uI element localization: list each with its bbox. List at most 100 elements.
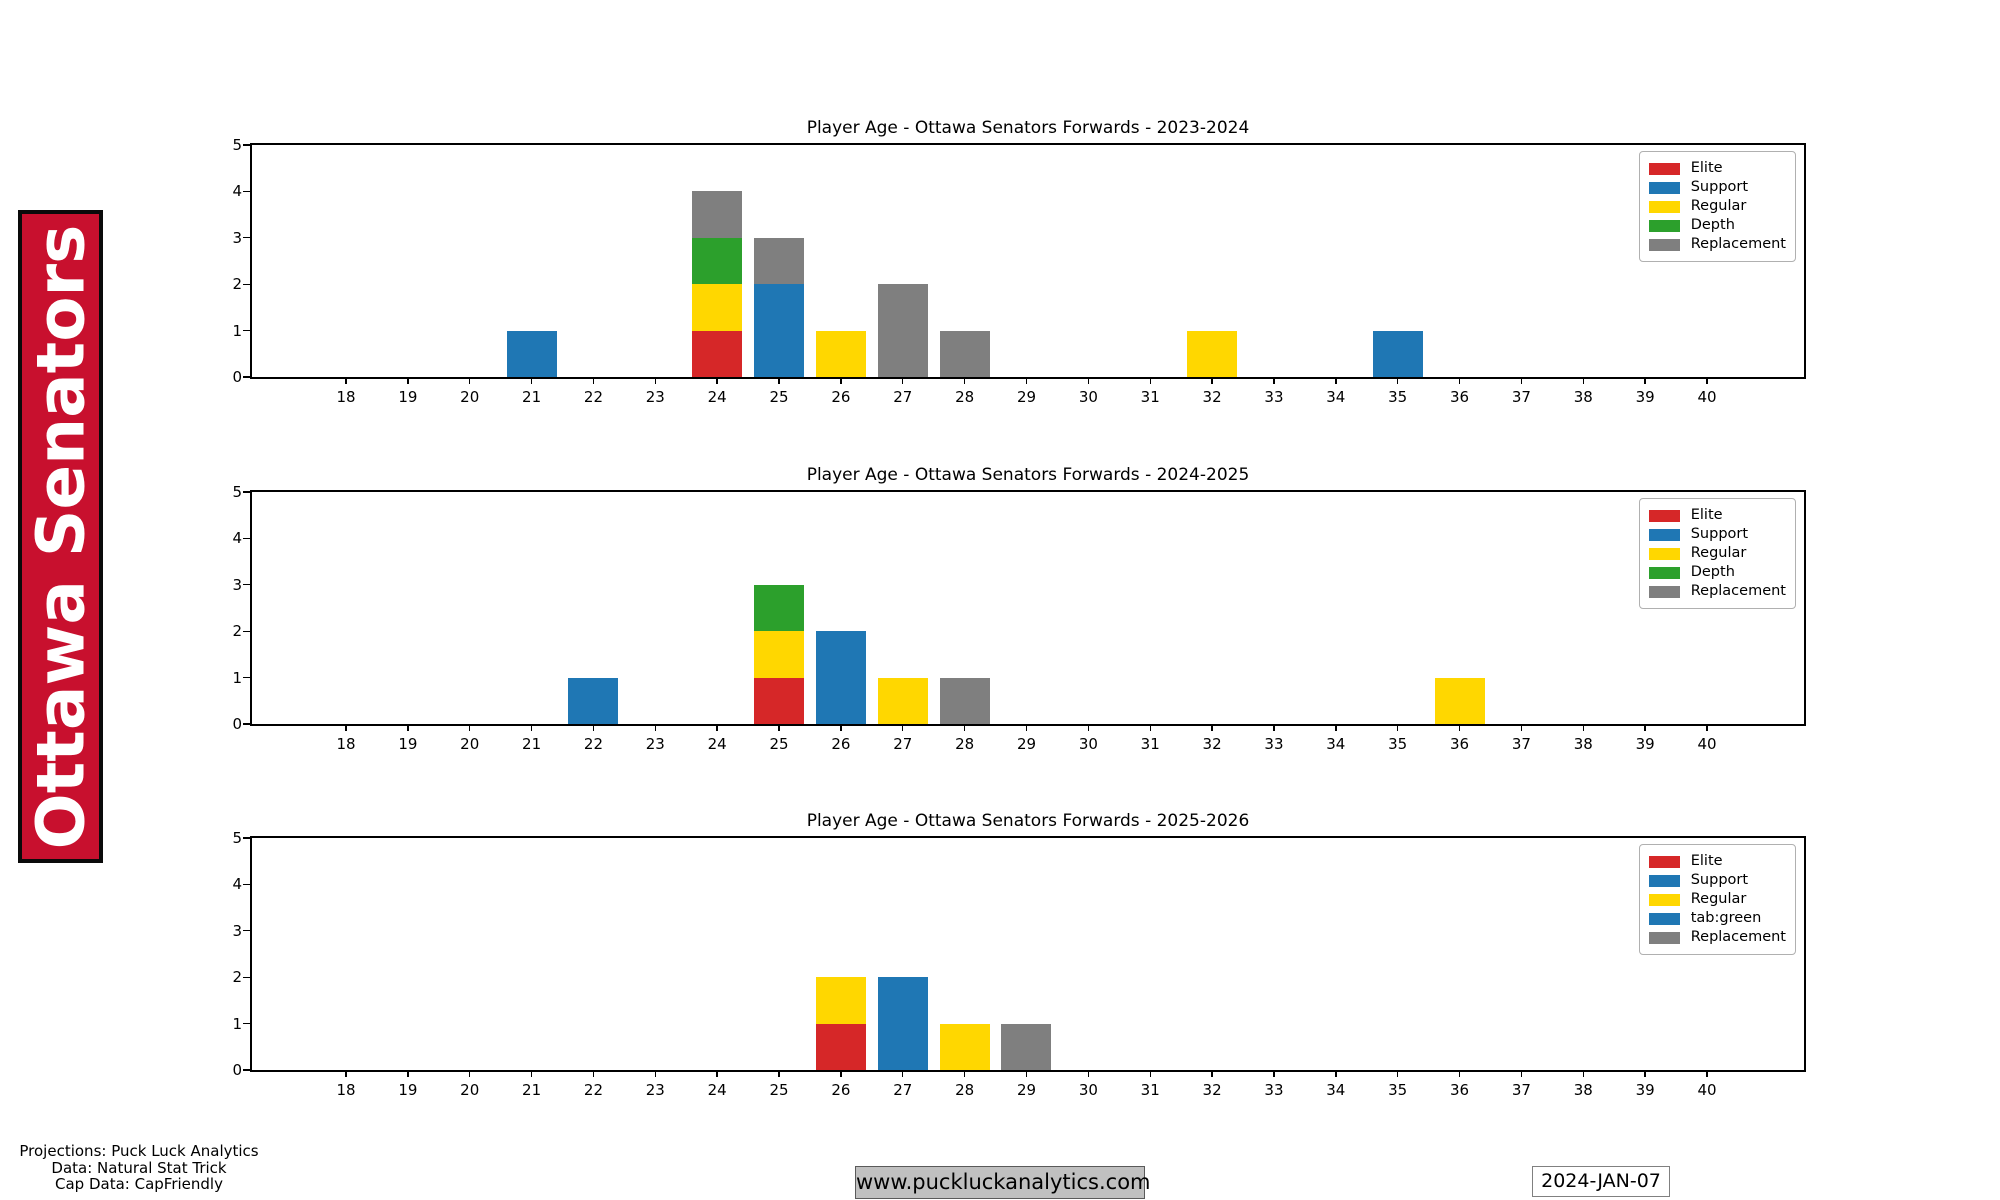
xtick-mark bbox=[902, 724, 904, 731]
chart-2-xtick-29: 29 bbox=[1016, 735, 1037, 753]
chart-1-xtick-25: 25 bbox=[769, 388, 789, 406]
xtick-mark bbox=[469, 1070, 471, 1077]
chart-1-xtick-37: 37 bbox=[1511, 388, 1531, 406]
chart-3-xtick-24: 24 bbox=[707, 1081, 727, 1099]
chart-2-xtick-36: 36 bbox=[1449, 735, 1470, 753]
chart-2-xtick-23: 23 bbox=[645, 735, 665, 753]
xtick-mark bbox=[592, 1070, 595, 1077]
chart-3-xtick-38: 38 bbox=[1573, 1081, 1593, 1099]
chart-3-xtick-28: 28 bbox=[955, 1081, 975, 1099]
xtick-mark bbox=[1520, 377, 1523, 384]
chart-1-xtick-32: 32 bbox=[1202, 388, 1222, 406]
bar-age-36-regular-segment bbox=[1434, 677, 1485, 724]
legend-item: Regular bbox=[1648, 544, 1786, 563]
chart-1-xtick-30: 30 bbox=[1078, 388, 1098, 406]
credits-block: Projections: Puck Luck Analytics Data: N… bbox=[19, 1143, 259, 1193]
chart-1-plot-area: Player Age - Ottawa Senators Forwards - … bbox=[232, 118, 1806, 406]
xtick-mark bbox=[1025, 1070, 1028, 1077]
legend-label: Elite bbox=[1690, 160, 1723, 176]
chart-3-legend: Elite Support Regular tab:green Replacement bbox=[1638, 844, 1796, 955]
chart-3-xtick-35: 35 bbox=[1388, 1081, 1408, 1099]
legend-swatch-icon bbox=[1648, 509, 1680, 522]
bar-age-29-replacement-segment bbox=[1001, 1023, 1052, 1070]
chart-1-xtick-33: 33 bbox=[1264, 388, 1284, 406]
xtick-mark bbox=[778, 1070, 780, 1077]
bar-age-26-regular-segment bbox=[815, 330, 866, 377]
chart-2-xtick-31: 31 bbox=[1140, 735, 1160, 753]
legend-label: Replacement bbox=[1690, 236, 1786, 252]
chart-3-ytick-4: 4 bbox=[232, 875, 242, 894]
chart-1-xtick-36: 36 bbox=[1449, 388, 1470, 406]
xtick-mark bbox=[840, 724, 842, 731]
chart-3-xtick-19: 19 bbox=[398, 1081, 418, 1099]
chart-1-xtick-39: 39 bbox=[1635, 388, 1655, 406]
chart-3-xtick-33: 33 bbox=[1264, 1081, 1284, 1099]
chart-2-xtick-24: 24 bbox=[707, 735, 727, 753]
xtick-mark bbox=[1025, 724, 1028, 731]
legend-item: Support bbox=[1648, 525, 1786, 544]
chart-1-ytick-0: 0 bbox=[232, 368, 242, 386]
xtick-mark bbox=[1458, 1070, 1461, 1077]
chart-3-xtick-34: 34 bbox=[1326, 1081, 1346, 1099]
credits-line-data: Data: Natural Stat Trick bbox=[51, 1158, 227, 1177]
chart-2-ytick-1: 1 bbox=[232, 668, 242, 687]
chart-3-ytick-0: 0 bbox=[232, 1061, 242, 1079]
xtick-mark bbox=[716, 724, 718, 731]
xtick-mark bbox=[654, 377, 656, 384]
chart-2-xtick-26: 26 bbox=[831, 735, 851, 753]
chart-1-xtick-29: 29 bbox=[1016, 388, 1037, 406]
xtick-mark bbox=[1211, 377, 1213, 384]
xtick-mark bbox=[407, 1070, 409, 1077]
credits-line-cap: Cap Data: CapFriendly bbox=[55, 1175, 223, 1193]
ytick-mark bbox=[243, 237, 250, 239]
chart-1-xtick-27: 27 bbox=[893, 388, 913, 406]
legend-label: Support bbox=[1690, 872, 1749, 888]
chart-3-title: Player Age - Ottawa Senators Forwards - … bbox=[806, 811, 1250, 831]
xtick-mark bbox=[840, 377, 842, 384]
bar-age-25-regular-segment bbox=[754, 631, 805, 678]
xtick-mark bbox=[1273, 377, 1275, 384]
legend-swatch-icon bbox=[1648, 547, 1680, 560]
xtick-mark bbox=[1087, 724, 1090, 731]
xtick-mark bbox=[1335, 724, 1337, 731]
xtick-mark bbox=[345, 377, 347, 384]
xtick-mark bbox=[1273, 1070, 1275, 1077]
chart-1-ytick-3: 3 bbox=[232, 228, 242, 247]
xtick-mark bbox=[530, 1070, 533, 1077]
legend-label: Support bbox=[1690, 526, 1749, 542]
chart-3-xtick-31: 31 bbox=[1140, 1081, 1160, 1099]
chart-1-ytick-5: 5 bbox=[232, 136, 242, 154]
chart-1-xtick-35: 35 bbox=[1388, 388, 1408, 406]
xtick-mark bbox=[1458, 724, 1461, 731]
bar-age-25-support-segment bbox=[754, 284, 805, 377]
xtick-mark bbox=[1644, 1070, 1646, 1077]
chart-2-xtick-33: 33 bbox=[1264, 735, 1284, 753]
xtick-mark bbox=[1644, 724, 1646, 731]
chart-2-ytick-4: 4 bbox=[232, 529, 242, 548]
xtick-mark bbox=[530, 377, 533, 384]
xtick-mark bbox=[592, 724, 595, 731]
chart-2-xtick-21: 21 bbox=[522, 735, 542, 753]
bar-age-27-regular-segment bbox=[877, 677, 928, 724]
bar-age-28-regular-segment bbox=[939, 1023, 990, 1070]
xtick-mark bbox=[1149, 724, 1151, 731]
chart-2-xtick-38: 38 bbox=[1573, 735, 1593, 753]
legend-item: tab:green bbox=[1648, 909, 1786, 928]
chart-3-xtick-26: 26 bbox=[831, 1081, 851, 1099]
chart-1-xtick-18: 18 bbox=[336, 388, 356, 406]
chart-3-ytick-5: 5 bbox=[232, 829, 242, 847]
chart-1-ytick-2: 2 bbox=[232, 275, 242, 294]
xtick-mark bbox=[1211, 724, 1213, 731]
team-banner-label: Ottawa Senators bbox=[22, 224, 99, 849]
bar-age-24-replacement-segment bbox=[692, 191, 743, 238]
xtick-mark bbox=[840, 1070, 842, 1077]
chart-2-xtick-19: 19 bbox=[398, 735, 418, 753]
xtick-mark bbox=[1706, 377, 1708, 384]
legend-swatch-icon bbox=[1648, 528, 1680, 541]
ytick-mark bbox=[243, 190, 250, 193]
legend-label: Elite bbox=[1690, 853, 1723, 869]
legend-swatch-icon bbox=[1648, 566, 1680, 579]
chart-3-xtick-21: 21 bbox=[522, 1081, 542, 1099]
legend-item: Elite bbox=[1648, 852, 1786, 871]
